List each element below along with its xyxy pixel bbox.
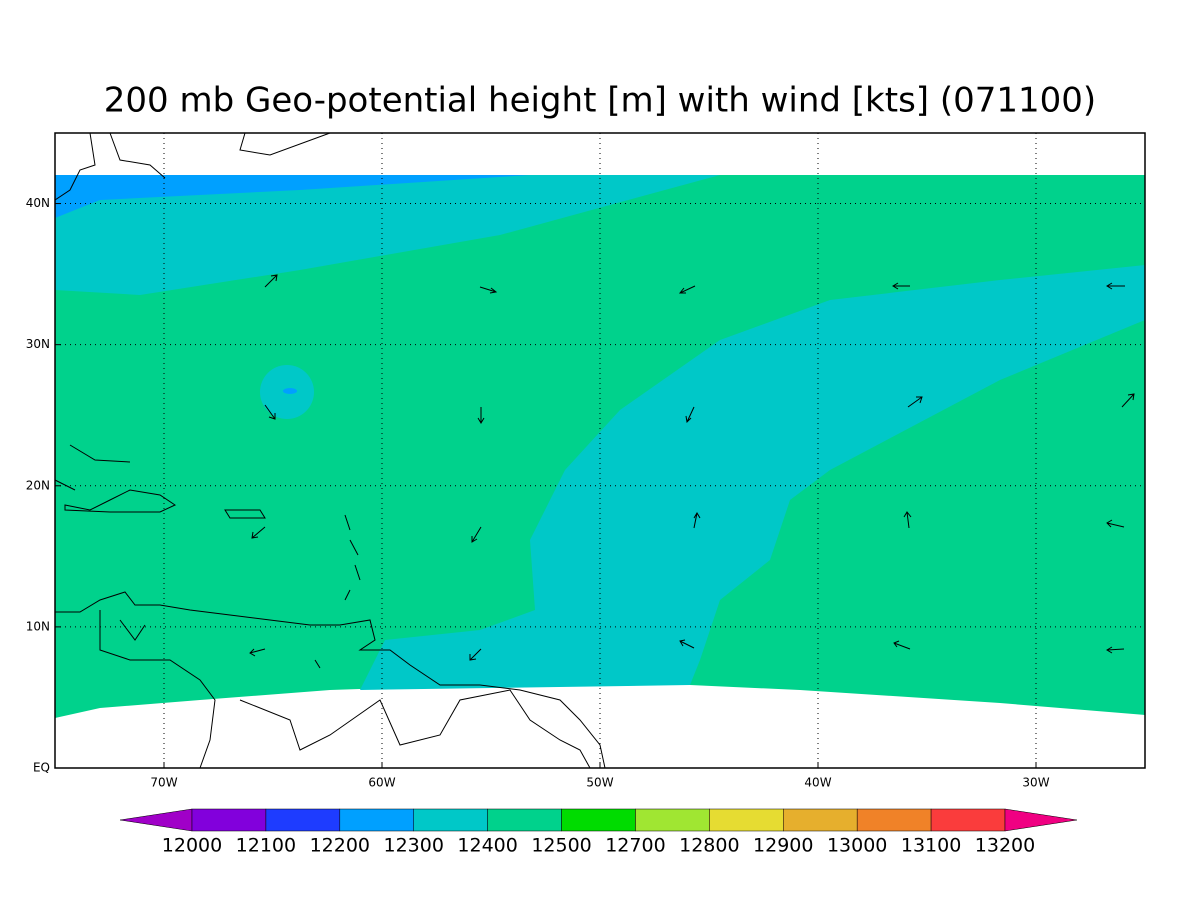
- colorbar-label: 13000: [827, 835, 887, 857]
- wind-arrow: [479, 286, 498, 294]
- wind-arrow: [903, 511, 912, 529]
- coastlines: [54, 132, 606, 769]
- coastline: [54, 444, 266, 519]
- wind-arrow: [469, 648, 482, 661]
- wind-arrow: [892, 282, 910, 290]
- colorbar-label: 12100: [236, 835, 296, 857]
- colorbar-swatch: [339, 808, 414, 832]
- x-tick-label: 30W: [1022, 776, 1049, 790]
- colorbar-label: 12800: [679, 835, 739, 857]
- colorbar-extend: [1004, 808, 1078, 832]
- colorbar-extend: [119, 808, 193, 832]
- y-tick-label: 40N: [26, 196, 50, 210]
- colorbar-label: 12000: [162, 835, 222, 857]
- wind-arrow: [264, 404, 276, 420]
- wind-arrow: [907, 396, 923, 408]
- wind-arrow: [1106, 519, 1125, 528]
- field-cyan-north: [55, 175, 720, 295]
- wind-arrow: [1106, 282, 1125, 290]
- wind-arrow: [1106, 646, 1125, 654]
- field-blue-eddy: [283, 388, 297, 394]
- wind-arrow: [477, 407, 485, 424]
- colorbar-swatch: [191, 808, 267, 832]
- colorbar-swatch: [930, 808, 1006, 832]
- x-tick-label: 60W: [368, 776, 395, 790]
- coastline: [314, 514, 361, 669]
- colorbar-swatch: [783, 808, 858, 832]
- wind-arrow: [685, 406, 695, 424]
- wind-arrow: [678, 285, 696, 294]
- wind-arrow: [1121, 393, 1135, 408]
- y-tick-label: 10N: [26, 619, 50, 633]
- colorbar-swatch: [856, 808, 932, 832]
- coastline: [54, 132, 331, 201]
- chart-title: 200 mb Geo-potential height [m] with win…: [104, 81, 1096, 121]
- field: [55, 175, 1145, 718]
- colorbar-label: 12200: [310, 835, 370, 857]
- colorbar-swatch: [709, 808, 784, 832]
- wind-arrow: [249, 648, 266, 657]
- wind-arrow: [251, 526, 266, 539]
- colorbar-swatch: [635, 808, 710, 832]
- colorbar-swatch: [487, 808, 562, 832]
- colorbar-label: 12900: [753, 835, 813, 857]
- wind-vectors: [249, 274, 1135, 661]
- y-tick-label: 20N: [26, 478, 50, 492]
- x-tick-label: 70W: [150, 776, 177, 790]
- colorbar: 12000 12100 12200 12300 12400 12500 12700 12800…: [119, 808, 1078, 857]
- colorbar-swatch: [265, 808, 341, 832]
- y-tick-label: EQ: [33, 761, 50, 775]
- wind-arrow: [264, 274, 278, 288]
- field-blue-north: [55, 175, 530, 218]
- colorbar-label: 13100: [901, 835, 961, 857]
- colorbar-label: 12300: [384, 835, 444, 857]
- colorbar-swatch: [561, 808, 636, 832]
- plot-frame: [54, 132, 1146, 769]
- wind-arrow: [693, 512, 701, 529]
- wind-arrow: [893, 640, 911, 650]
- colorbar-label: 12400: [457, 835, 517, 857]
- colorbar-label: 13200: [975, 835, 1035, 857]
- wind-arrow: [471, 526, 482, 543]
- field-cyan-central: [360, 265, 1145, 690]
- colorbar-swatch: [413, 808, 488, 832]
- x-tick-label: 50W: [586, 776, 613, 790]
- colorbar-label: 12700: [605, 835, 665, 857]
- y-tick-label: 30N: [26, 337, 50, 351]
- x-tick-label: 40W: [804, 776, 831, 790]
- wind-arrow: [679, 639, 695, 649]
- colorbar-label: 12500: [531, 835, 591, 857]
- coastline: [55, 591, 606, 769]
